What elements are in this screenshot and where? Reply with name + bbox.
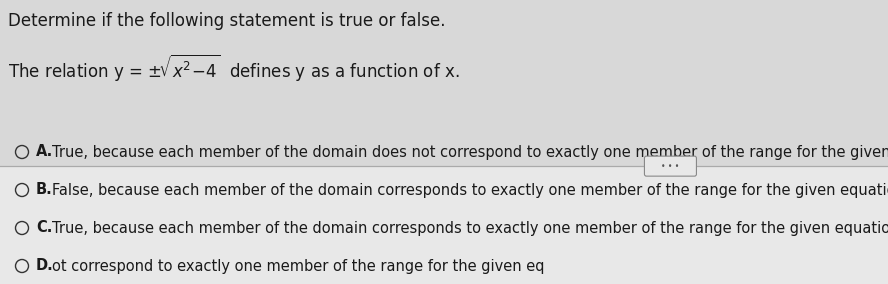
Text: Determine if the following statement is true or false.: Determine if the following statement is … — [8, 12, 446, 30]
Text: ot correspond to exactly one member of the range for the given eq: ot correspond to exactly one member of t… — [52, 258, 544, 273]
Text: True, because each member of the domain corresponds to exactly one member of the: True, because each member of the domain … — [52, 220, 888, 235]
Text: True, because each member of the domain does not correspond to exactly one membe: True, because each member of the domain … — [52, 145, 888, 160]
Text: False, because each member of the domain corresponds to exactly one member of th: False, because each member of the domain… — [52, 183, 888, 197]
Text: D.: D. — [36, 258, 54, 273]
FancyBboxPatch shape — [645, 156, 696, 176]
Text: C.: C. — [36, 220, 52, 235]
Bar — [0, 0, 888, 166]
Text: B.: B. — [36, 183, 52, 197]
Text: • • •: • • • — [662, 162, 679, 171]
Text: A.: A. — [36, 145, 53, 160]
Text: The relation y = $\pm\!\sqrt{x^2\!-\!4}$  defines y as a function of x.: The relation y = $\pm\!\sqrt{x^2\!-\!4}$… — [8, 52, 460, 83]
